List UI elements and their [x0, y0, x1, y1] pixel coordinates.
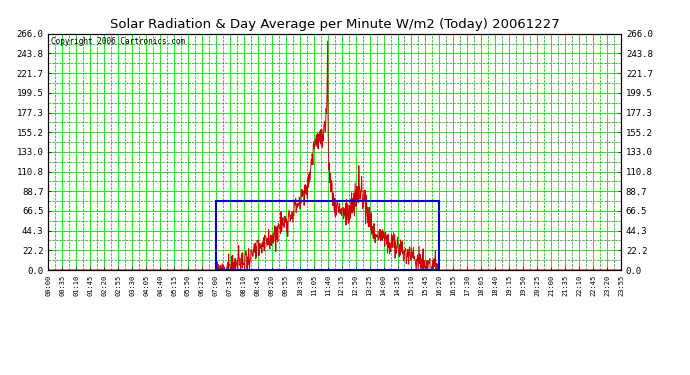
Bar — [216, 201, 440, 270]
Text: Copyright 2006 Cartronics.com: Copyright 2006 Cartronics.com — [51, 37, 186, 46]
Title: Solar Radiation & Day Average per Minute W/m2 (Today) 20061227: Solar Radiation & Day Average per Minute… — [110, 18, 560, 31]
